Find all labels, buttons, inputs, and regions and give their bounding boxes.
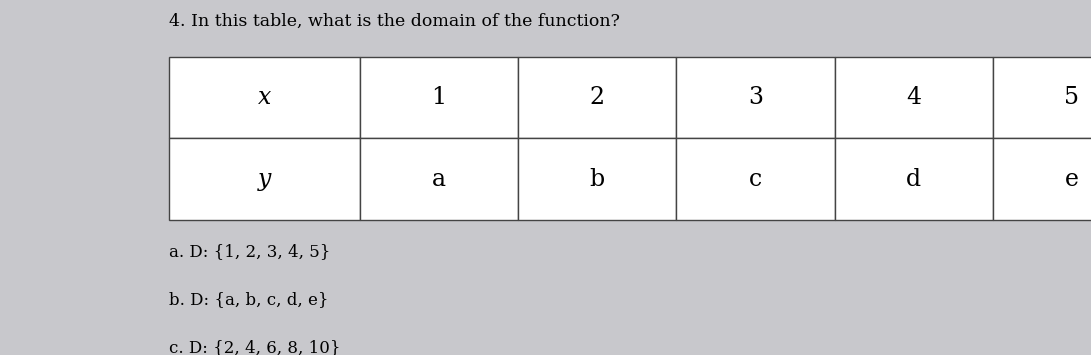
- Text: y: y: [257, 168, 272, 191]
- Text: 2: 2: [590, 86, 604, 109]
- Text: b. D: {a, b, c, d, e}: b. D: {a, b, c, d, e}: [169, 291, 328, 308]
- Bar: [169, 57, 360, 138]
- Bar: [835, 57, 993, 138]
- Text: c. D: {2, 4, 6, 8, 10}: c. D: {2, 4, 6, 8, 10}: [169, 339, 340, 355]
- Text: 5: 5: [1065, 86, 1079, 109]
- Bar: [835, 138, 993, 220]
- Text: 3: 3: [748, 86, 763, 109]
- Text: b: b: [590, 168, 604, 191]
- Bar: [518, 138, 676, 220]
- Text: x: x: [257, 86, 272, 109]
- Text: 4: 4: [907, 86, 921, 109]
- Text: 4. In this table, what is the domain of the function?: 4. In this table, what is the domain of …: [169, 12, 620, 29]
- Bar: [676, 138, 835, 220]
- Text: 1: 1: [432, 86, 446, 109]
- Bar: [676, 57, 835, 138]
- Bar: [169, 138, 360, 220]
- Bar: [993, 57, 1091, 138]
- Text: a: a: [432, 168, 446, 191]
- Bar: [360, 138, 518, 220]
- Bar: [993, 138, 1091, 220]
- Text: e: e: [1065, 168, 1079, 191]
- Text: a. D: {1, 2, 3, 4, 5}: a. D: {1, 2, 3, 4, 5}: [169, 243, 331, 260]
- Text: c: c: [748, 168, 763, 191]
- Bar: [518, 57, 676, 138]
- Bar: [360, 57, 518, 138]
- Text: d: d: [907, 168, 921, 191]
